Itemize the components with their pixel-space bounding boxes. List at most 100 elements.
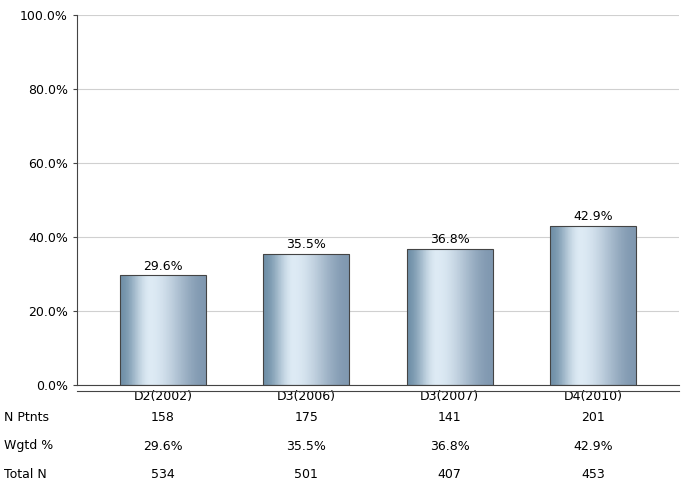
Bar — [156, 276, 157, 385]
Bar — [462, 249, 463, 385]
Bar — [329, 254, 330, 385]
Bar — [263, 254, 264, 385]
Bar — [460, 249, 461, 385]
Bar — [451, 249, 452, 385]
Bar — [165, 276, 166, 385]
Bar — [312, 254, 313, 385]
Bar — [421, 249, 422, 385]
Bar — [296, 254, 297, 385]
Bar — [428, 249, 429, 385]
Bar — [285, 254, 286, 385]
Bar — [453, 249, 454, 385]
Bar — [604, 226, 605, 385]
Bar — [466, 249, 467, 385]
Bar — [587, 226, 588, 385]
Bar — [318, 254, 319, 385]
Bar — [314, 254, 315, 385]
Bar — [275, 254, 276, 385]
Bar — [605, 226, 606, 385]
Bar — [442, 249, 443, 385]
Bar — [160, 276, 161, 385]
Bar — [589, 226, 590, 385]
Bar — [144, 276, 145, 385]
Bar — [469, 249, 470, 385]
Bar — [283, 254, 284, 385]
Bar — [333, 254, 334, 385]
Bar — [628, 226, 629, 385]
Bar — [172, 276, 173, 385]
Bar — [476, 249, 477, 385]
Bar — [315, 254, 316, 385]
Bar — [307, 254, 308, 385]
Bar — [551, 226, 552, 385]
Bar — [593, 226, 594, 385]
Bar — [620, 226, 621, 385]
Bar — [622, 226, 623, 385]
Bar — [163, 276, 164, 385]
Bar — [611, 226, 612, 385]
Bar — [311, 254, 312, 385]
Bar — [183, 276, 184, 385]
Bar — [266, 254, 267, 385]
Bar — [425, 249, 426, 385]
Bar — [612, 226, 613, 385]
Bar — [329, 254, 330, 385]
Bar — [332, 254, 333, 385]
Bar — [277, 254, 278, 385]
Bar — [153, 276, 154, 385]
Bar — [599, 226, 600, 385]
Bar — [289, 254, 290, 385]
Bar — [267, 254, 268, 385]
Text: 175: 175 — [295, 411, 318, 424]
Bar — [453, 249, 454, 385]
Bar — [420, 249, 421, 385]
Bar — [559, 226, 560, 385]
Bar — [439, 249, 440, 385]
Bar — [626, 226, 627, 385]
Bar — [202, 276, 203, 385]
Bar — [178, 276, 179, 385]
Bar — [474, 249, 475, 385]
Bar — [443, 249, 444, 385]
Bar — [597, 226, 598, 385]
Bar — [556, 226, 557, 385]
Bar — [343, 254, 344, 385]
Bar — [153, 276, 154, 385]
Bar — [470, 249, 472, 385]
Bar — [331, 254, 332, 385]
Bar — [454, 249, 455, 385]
Bar — [411, 249, 412, 385]
Bar — [593, 226, 594, 385]
Bar — [282, 254, 283, 385]
Bar — [311, 254, 312, 385]
Bar — [633, 226, 634, 385]
Bar — [120, 276, 206, 385]
Bar — [133, 276, 134, 385]
Bar — [617, 226, 618, 385]
Bar — [455, 249, 456, 385]
Bar — [304, 254, 305, 385]
Bar — [306, 254, 307, 385]
Bar — [185, 276, 186, 385]
Bar — [302, 254, 303, 385]
Bar — [458, 249, 459, 385]
Bar — [478, 249, 479, 385]
Bar — [182, 276, 183, 385]
Bar — [135, 276, 136, 385]
Bar — [138, 276, 139, 385]
Bar — [295, 254, 296, 385]
Bar — [425, 249, 426, 385]
Bar — [432, 249, 433, 385]
Bar — [199, 276, 200, 385]
Bar — [168, 276, 169, 385]
Bar — [294, 254, 295, 385]
Bar — [282, 254, 283, 385]
Bar — [471, 249, 472, 385]
Bar — [591, 226, 592, 385]
Bar — [606, 226, 607, 385]
Bar — [552, 226, 553, 385]
Bar — [460, 249, 461, 385]
Bar — [413, 249, 414, 385]
Bar — [179, 276, 180, 385]
Bar — [131, 276, 132, 385]
